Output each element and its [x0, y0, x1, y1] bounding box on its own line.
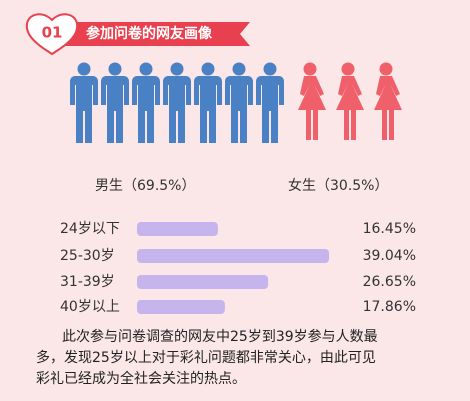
male-icon	[194, 62, 222, 143]
header-heart	[25, 13, 79, 56]
icon-head	[232, 62, 246, 76]
icon-head	[201, 62, 215, 76]
category-label: 31-39岁	[60, 274, 115, 290]
paragraph-line: 多，发现25岁以上对于彩礼问题都非常关心，由此可见	[36, 349, 376, 366]
icon-head	[263, 62, 277, 76]
gender-label: 女生（30.5%）	[288, 177, 388, 194]
bar	[137, 275, 269, 289]
male-icon	[163, 62, 191, 143]
icon-body	[336, 76, 364, 140]
icon-head	[139, 62, 153, 76]
icon-head	[303, 62, 317, 76]
category-label: 25-30岁	[60, 248, 115, 264]
icon-body	[298, 76, 326, 140]
icon-body	[256, 76, 284, 143]
paragraph-line: 此次参与问卷调查的网友中25岁到39岁参与人数最	[62, 328, 378, 345]
header-number: 01	[42, 24, 63, 42]
value-label: 17.86%	[363, 299, 416, 315]
icon-head	[108, 62, 122, 76]
category-label: 24岁以下	[60, 221, 120, 237]
value-label: 26.65%	[363, 274, 416, 290]
gender-label: 男生（69.5%）	[95, 178, 195, 194]
bar	[137, 249, 330, 263]
male-icon	[101, 62, 129, 143]
icon-body	[101, 76, 129, 143]
female-icon	[374, 62, 402, 140]
icon-head	[170, 62, 184, 76]
header-title: 参加问卷的网友画像	[86, 25, 213, 42]
icon-head	[77, 62, 91, 76]
paragraph-line: 彩礼已经成为全社会关注的热点。	[36, 370, 246, 387]
male-icon	[225, 62, 253, 143]
icon-body	[163, 76, 191, 143]
icon-head	[341, 62, 355, 76]
icon-body	[374, 76, 402, 140]
bar	[137, 300, 225, 314]
female-icon	[336, 62, 364, 140]
female-icon	[298, 62, 326, 140]
icon-body	[70, 76, 98, 143]
icon-body	[225, 76, 253, 143]
bar	[137, 222, 218, 236]
male-icon	[256, 62, 284, 143]
header-ribbon	[48, 22, 250, 46]
male-icon	[132, 62, 160, 143]
value-label: 16.45%	[363, 221, 416, 237]
category-label: 40岁以上	[60, 299, 120, 315]
value-label: 39.04%	[363, 248, 416, 264]
icon-body	[194, 76, 222, 143]
icon-body	[132, 76, 160, 143]
icon-head	[379, 62, 393, 76]
male-icon	[70, 62, 98, 143]
